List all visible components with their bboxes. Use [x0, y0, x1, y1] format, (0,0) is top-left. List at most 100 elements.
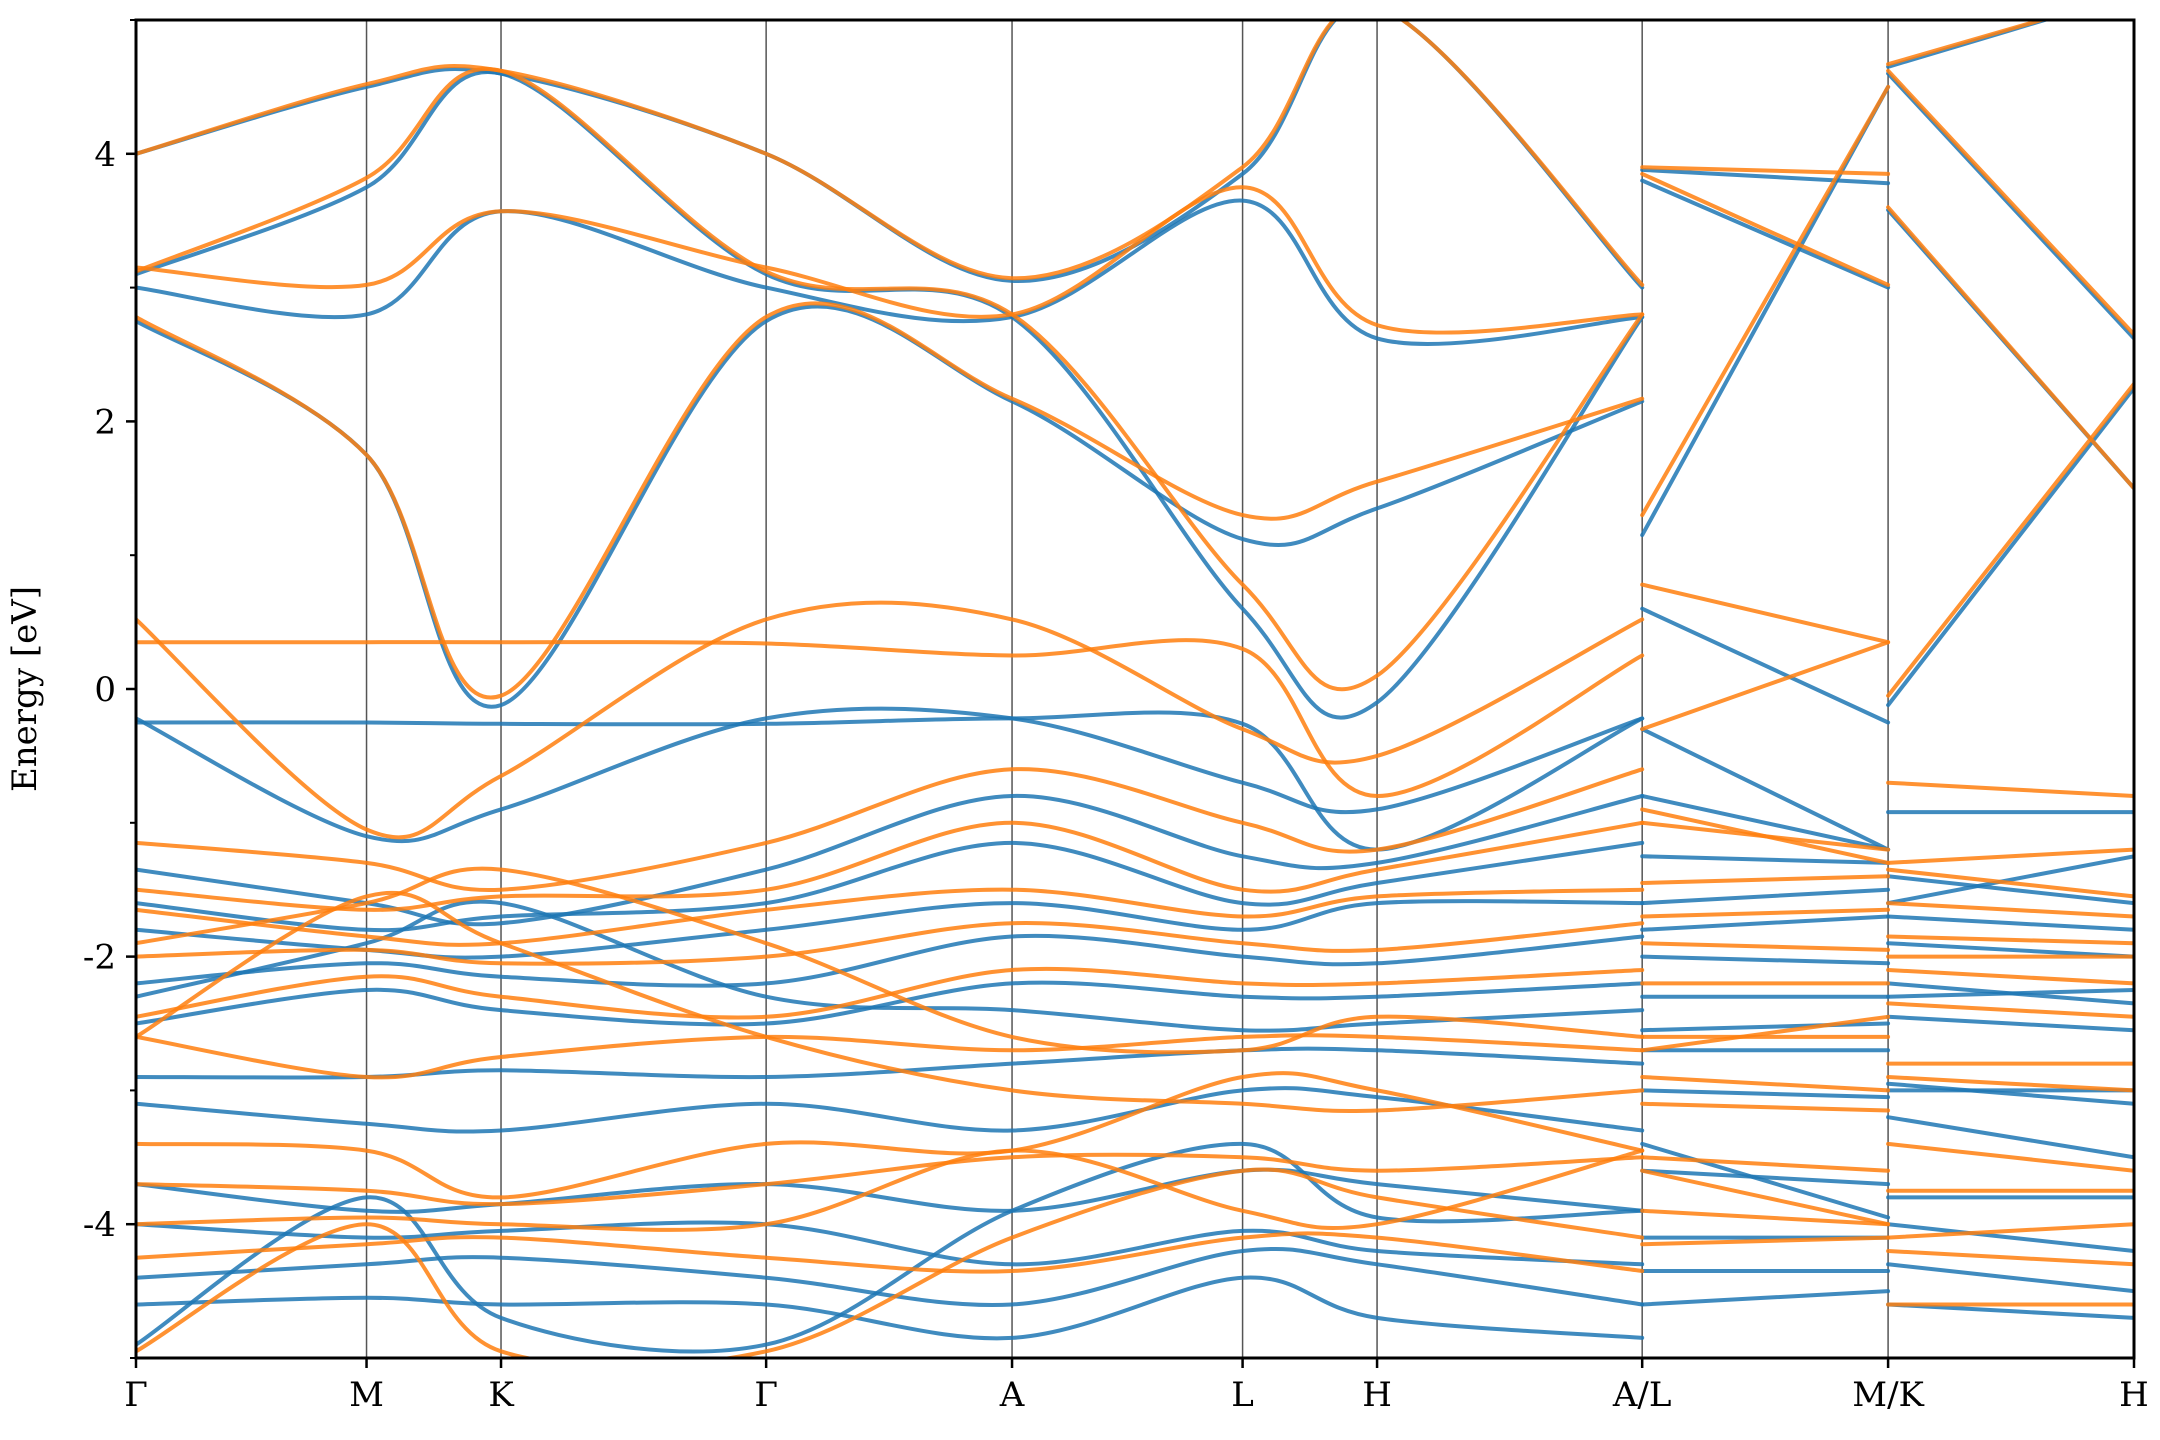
y-tick-label: 0	[94, 670, 116, 710]
band-line-orange	[136, 820, 1645, 912]
band-line-orange	[1640, 1208, 1891, 1227]
band-line-orange	[136, 185, 1645, 335]
band-line-orange	[1640, 1168, 1891, 1227]
band-line-blue	[1886, 1262, 2134, 1294]
band-line-blue	[1640, 606, 1891, 725]
y-tick-label: 4	[94, 135, 116, 175]
band-line-orange	[1886, 1249, 2134, 1267]
y-axis-title: Energy [eV]	[5, 586, 45, 792]
x-tick-label: Γ	[124, 1375, 148, 1415]
band-line-orange	[136, 1033, 1645, 1080]
band-line-orange	[136, 67, 1645, 692]
band-line-blue	[1886, 914, 2134, 932]
band-line-orange	[1640, 1075, 1891, 1093]
band-line-blue	[1640, 1141, 1891, 1220]
x-tick-label: H	[1362, 1375, 1392, 1415]
band-line-blue	[136, 1046, 1645, 1080]
band-line-orange	[136, 600, 1645, 840]
band-line-blue	[1886, 1302, 2134, 1320]
band-line-orange	[136, 1167, 1645, 1358]
band-line-orange	[1886, 934, 2134, 946]
band-line-orange	[1886, 1141, 2134, 1173]
band-line-orange	[1886, 780, 2134, 798]
band-line-blue	[136, 933, 1645, 988]
band-line-blue	[136, 840, 1645, 933]
band-line-orange	[1886, 68, 2134, 337]
band-line-orange	[1640, 1101, 1891, 1113]
band-line-orange	[136, 1231, 1645, 1274]
band-line-blue	[136, 70, 1645, 720]
band-line-blue	[136, 980, 1645, 1027]
y-tick-label: 2	[94, 402, 116, 442]
band-line-blue	[1886, 20, 2052, 69]
band-line-orange	[136, 887, 1645, 947]
band-line-orange	[1640, 820, 1891, 852]
band-line-orange	[136, 1071, 1645, 1200]
band-line-blue	[1886, 854, 2134, 906]
band-line-orange	[136, 20, 1645, 287]
band-line-blue	[136, 1167, 1645, 1214]
x-axis-ticks: Γ M K Γ A L H A/L M/K H	[124, 1358, 2149, 1415]
band-line-orange	[136, 301, 1645, 700]
band-line-blue	[1886, 1081, 2134, 1106]
band-line-blue	[136, 1275, 1645, 1341]
band-line-blue	[1640, 914, 1891, 932]
band-line-orange	[1886, 381, 2134, 698]
band-line-blue	[1640, 178, 1891, 290]
x-tick-label: A/L	[1612, 1375, 1672, 1415]
band-line-blue	[136, 304, 1645, 709]
y-tick-label: -4	[83, 1205, 116, 1245]
band-line-orange	[1640, 1014, 1891, 1053]
band-line-blue	[1886, 1115, 2134, 1160]
band-line-orange	[136, 1152, 1645, 1207]
band-line-orange	[1886, 1001, 2134, 1019]
band-line-orange	[136, 920, 1645, 966]
band-line-blue	[136, 899, 1645, 1033]
band-line-blue	[1886, 386, 2134, 708]
band-line-blue	[1640, 727, 1891, 852]
plot-frame	[134, 18, 2136, 1360]
band-line-orange	[1640, 171, 1891, 287]
band-line-orange	[1640, 907, 1891, 919]
band-line-blue	[1886, 874, 2134, 906]
band-line-blue	[1640, 854, 1891, 865]
band-line-orange	[1886, 1075, 2134, 1093]
band-line-orange	[1886, 1222, 2134, 1240]
band-line-orange	[1640, 165, 1891, 176]
band-line-blue	[1640, 1168, 1891, 1187]
band-line-blue	[136, 20, 1645, 290]
band-line-orange	[1886, 205, 2134, 491]
band-line-orange	[1886, 867, 2134, 899]
band-line-orange	[1886, 20, 2049, 67]
x-tick-label: K	[488, 1375, 514, 1415]
band-line-blue	[136, 1086, 1645, 1134]
band-line-blue	[136, 198, 1645, 346]
band-line-orange	[1640, 1155, 1891, 1173]
band-line-orange	[1640, 84, 1891, 518]
band-line-blue	[1640, 954, 1891, 966]
band-line-orange	[136, 890, 1645, 1113]
band-line-blue	[1640, 1289, 1891, 1307]
band-line-blue	[1886, 941, 2134, 959]
band-line-blue	[1886, 1014, 2134, 1033]
band-line-orange	[1886, 968, 2134, 986]
band-line-orange	[1640, 941, 1891, 952]
band-line-blue	[1640, 1021, 1891, 1033]
band-line-blue	[1640, 167, 1891, 186]
x-tick-label: M	[349, 1375, 384, 1415]
band-line-blue	[1640, 887, 1891, 906]
band-line-blue	[1886, 988, 2134, 999]
x-tick-label: A	[999, 1375, 1025, 1415]
band-line-blue	[1640, 794, 1891, 852]
band-line-blue	[136, 1220, 1645, 1267]
band-line-orange	[136, 966, 1645, 1020]
band-line-blue	[136, 706, 1645, 844]
band-line-blue	[1886, 1222, 2134, 1253]
band-line-orange	[1886, 901, 2134, 919]
band-line-orange	[136, 866, 1645, 1055]
band-line-blue	[136, 793, 1645, 927]
band-line-orange	[136, 767, 1645, 893]
band-lines	[136, 20, 2134, 1358]
x-tick-label: M/K	[1852, 1375, 1924, 1415]
